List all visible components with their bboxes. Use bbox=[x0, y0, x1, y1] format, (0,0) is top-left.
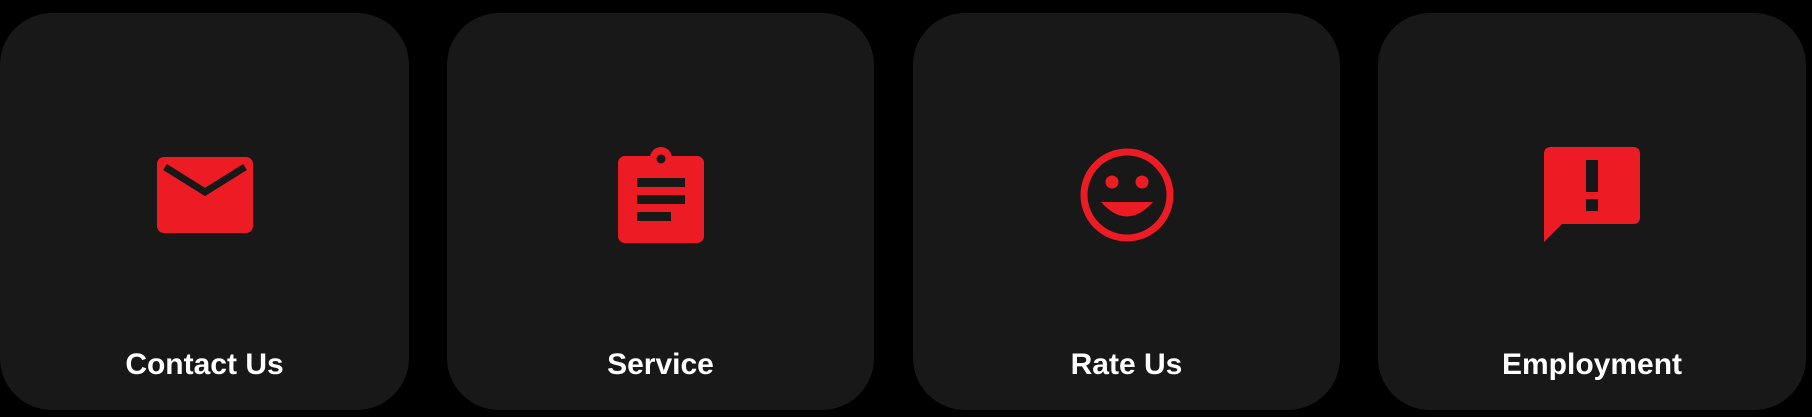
feedback-exclamation-icon bbox=[1537, 140, 1647, 250]
service-card[interactable]: Service bbox=[447, 13, 874, 410]
rate-us-card[interactable]: Rate Us bbox=[913, 13, 1340, 410]
rate-us-label: Rate Us bbox=[1070, 348, 1183, 381]
clipboard-icon bbox=[606, 140, 716, 250]
contact-us-card[interactable]: Contact Us bbox=[0, 13, 409, 410]
contact-us-label: Contact Us bbox=[125, 348, 284, 381]
employment-card[interactable]: Employment bbox=[1378, 13, 1806, 410]
envelope-icon bbox=[150, 140, 260, 250]
service-label: Service bbox=[607, 348, 714, 381]
employment-label: Employment bbox=[1501, 348, 1683, 381]
smiley-icon bbox=[1072, 140, 1182, 250]
